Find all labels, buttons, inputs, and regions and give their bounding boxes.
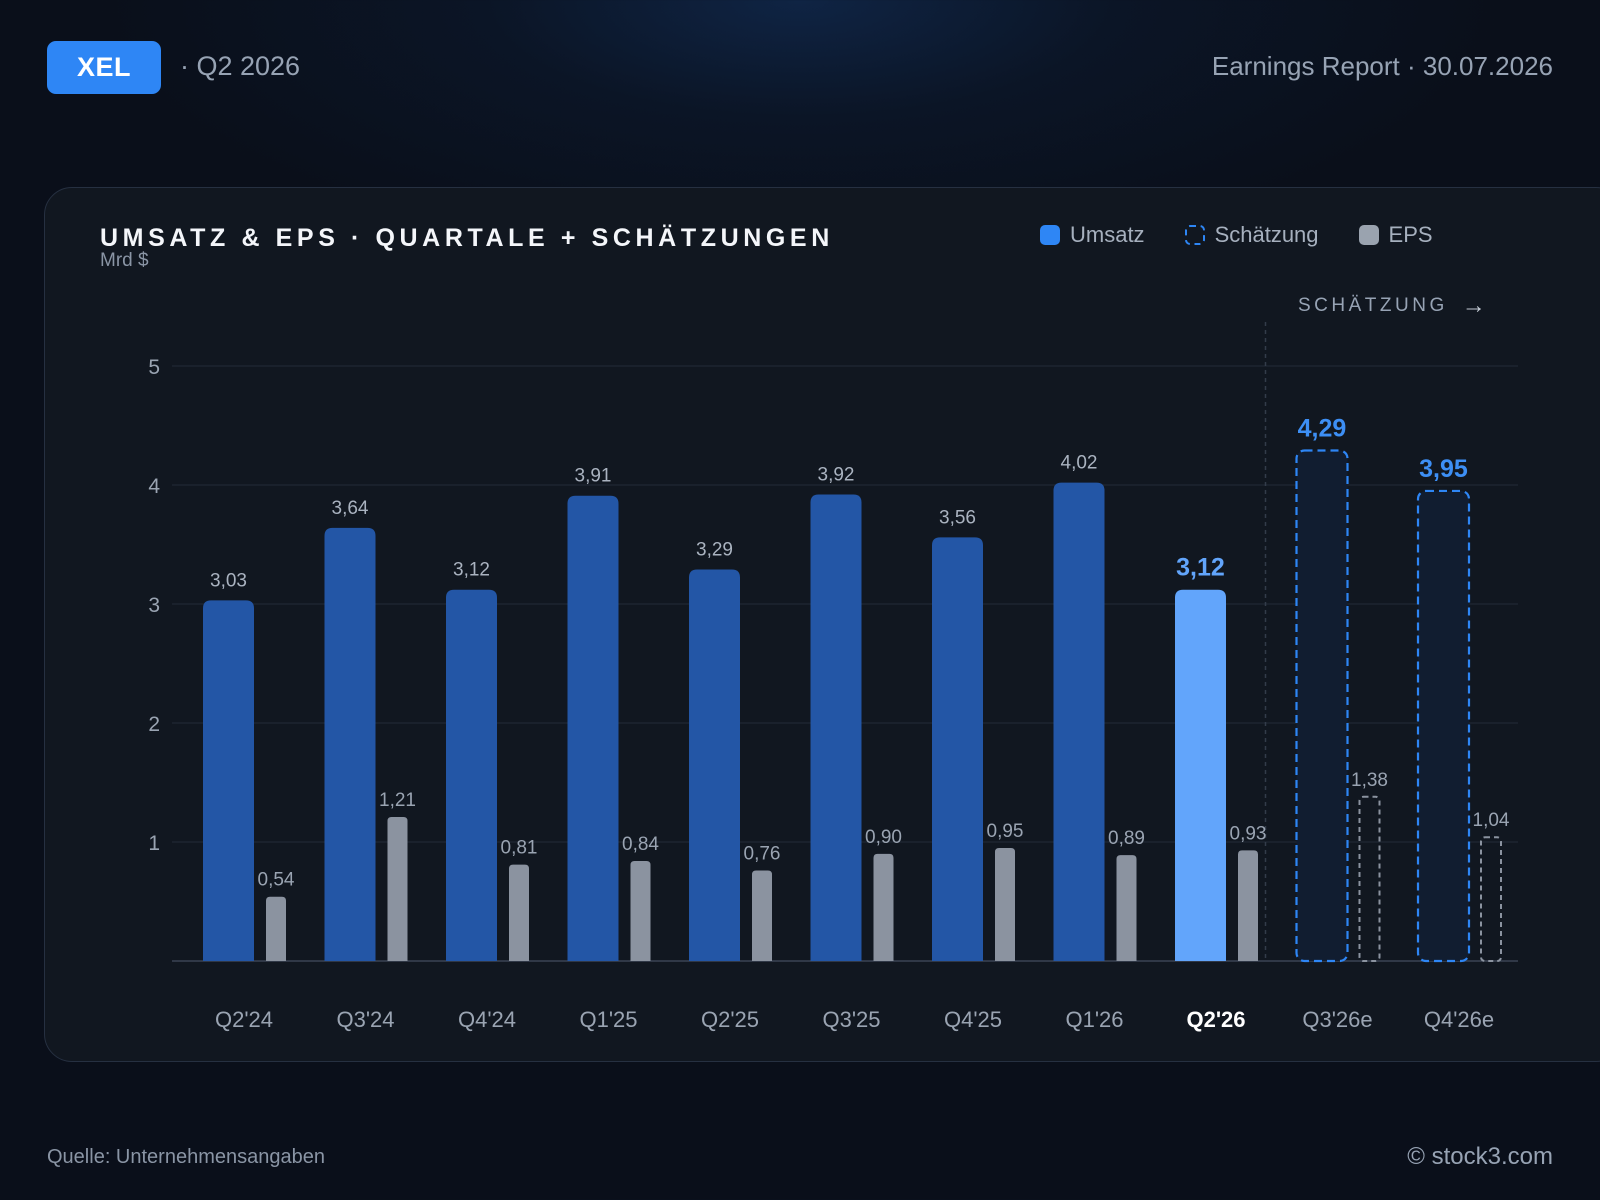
eps-value-label: 0,81 bbox=[501, 838, 538, 859]
estimate-section-label: SCHÄTZUNG bbox=[1298, 295, 1448, 316]
revenue-bar bbox=[1053, 482, 1105, 961]
eps-bar bbox=[752, 870, 772, 961]
revenue-bar-estimate bbox=[1295, 449, 1349, 963]
source-note: Quelle: Unternehmensangaben bbox=[47, 1146, 325, 1168]
legend-label-estimate: Schätzung bbox=[1214, 222, 1319, 247]
revenue-value-label: 3,95 bbox=[1419, 455, 1468, 483]
x-tick-label: Q1'25 bbox=[579, 1007, 637, 1032]
revenue-bar bbox=[932, 537, 983, 961]
revenue-bar-estimate bbox=[1416, 489, 1471, 963]
y-tick-label: 1 bbox=[148, 832, 160, 855]
x-tick-label: Q2'24 bbox=[215, 1007, 273, 1032]
eps-value-label: 0,89 bbox=[1108, 828, 1145, 849]
eps-value-label: 1,21 bbox=[379, 790, 416, 811]
eps-value-label: 1,04 bbox=[1473, 810, 1510, 831]
legend-swatch-estimate bbox=[1184, 225, 1205, 245]
eps-bar bbox=[630, 861, 651, 961]
eps-value-label: 0,95 bbox=[987, 821, 1024, 842]
legend-label-eps: EPS bbox=[1388, 222, 1433, 247]
eps-bar bbox=[1116, 855, 1137, 961]
ticker-badge: XEL bbox=[47, 41, 161, 94]
revenue-bar bbox=[810, 494, 862, 961]
revenue-bar bbox=[689, 569, 740, 961]
eps-bar-estimate bbox=[1480, 836, 1502, 962]
eps-bar bbox=[509, 864, 529, 961]
legend-swatch-eps bbox=[1358, 225, 1379, 245]
y-tick-label: 3 bbox=[148, 594, 160, 617]
eps-value-label: 0,54 bbox=[258, 870, 295, 891]
revenue-value-label: 3,92 bbox=[818, 465, 855, 486]
x-tick-label: Q4'24 bbox=[458, 1007, 516, 1032]
legend-item-estimate: Schätzung bbox=[1184, 222, 1319, 248]
x-tick-label: Q4'26e bbox=[1424, 1007, 1494, 1032]
legend-item-eps: EPS bbox=[1358, 222, 1433, 248]
revenue-bar bbox=[1175, 589, 1226, 961]
chart-legend: Umsatz Schätzung EPS bbox=[1040, 222, 1473, 248]
revenue-value-label: 3,29 bbox=[696, 539, 733, 560]
legend-swatch-revenue bbox=[1040, 225, 1060, 245]
chart-title: UMSATZ & EPS · QUARTALE + SCHÄTZUNGEN bbox=[100, 224, 834, 252]
revenue-value-label: 3,64 bbox=[332, 498, 369, 519]
report-period: · Q2 2026 bbox=[180, 51, 301, 81]
x-tick-label: Q1'26 bbox=[1065, 1007, 1123, 1032]
eps-bar bbox=[1238, 850, 1258, 961]
revenue-bar bbox=[324, 527, 376, 961]
eps-value-label: 0,84 bbox=[622, 834, 659, 855]
revenue-bar bbox=[203, 600, 254, 961]
x-tick-label: Q4'25 bbox=[944, 1007, 1002, 1032]
legend-label-revenue: Umsatz bbox=[1070, 222, 1145, 247]
eps-bar bbox=[995, 847, 1015, 961]
y-tick-label: 5 bbox=[148, 356, 160, 379]
x-tick-label: Q2'26 bbox=[1186, 1007, 1245, 1032]
eps-value-label: 0,93 bbox=[1230, 823, 1267, 844]
eps-bar-estimate bbox=[1358, 795, 1381, 963]
arrow-right-icon: → bbox=[1461, 292, 1486, 319]
eps-value-label: 0,90 bbox=[865, 827, 902, 848]
revenue-bar bbox=[446, 589, 497, 961]
revenue-value-label: 3,12 bbox=[1176, 554, 1225, 582]
x-tick-label: Q3'26e bbox=[1302, 1007, 1372, 1032]
revenue-value-label: 4,29 bbox=[1298, 414, 1347, 442]
eps-bar bbox=[387, 817, 408, 961]
x-tick-label: Q2'25 bbox=[701, 1007, 759, 1032]
revenue-bar bbox=[567, 495, 619, 961]
eps-bar bbox=[873, 853, 894, 961]
revenue-value-label: 3,03 bbox=[210, 570, 247, 591]
chart-unit: Mrd $ bbox=[100, 250, 149, 271]
legend-item-revenue: Umsatz bbox=[1040, 222, 1145, 248]
eps-value-label: 1,38 bbox=[1351, 770, 1388, 791]
copyright-note: © stock3.com bbox=[1407, 1143, 1553, 1170]
revenue-value-label: 3,12 bbox=[453, 560, 490, 581]
revenue-value-label: 3,56 bbox=[939, 507, 976, 528]
x-tick-label: Q3'25 bbox=[822, 1007, 880, 1032]
eps-value-label: 0,76 bbox=[744, 844, 781, 865]
revenue-value-label: 3,91 bbox=[575, 466, 612, 487]
y-tick-label: 2 bbox=[148, 713, 160, 736]
revenue-value-label: 4,02 bbox=[1061, 453, 1098, 474]
y-tick-label: 4 bbox=[148, 475, 160, 498]
x-tick-label: Q3'24 bbox=[336, 1007, 394, 1032]
eps-bar bbox=[266, 896, 286, 961]
estimate-section-tag: SCHÄTZUNG → bbox=[1298, 292, 1486, 320]
report-date: Earnings Report · 30.07.2026 bbox=[1211, 51, 1553, 81]
